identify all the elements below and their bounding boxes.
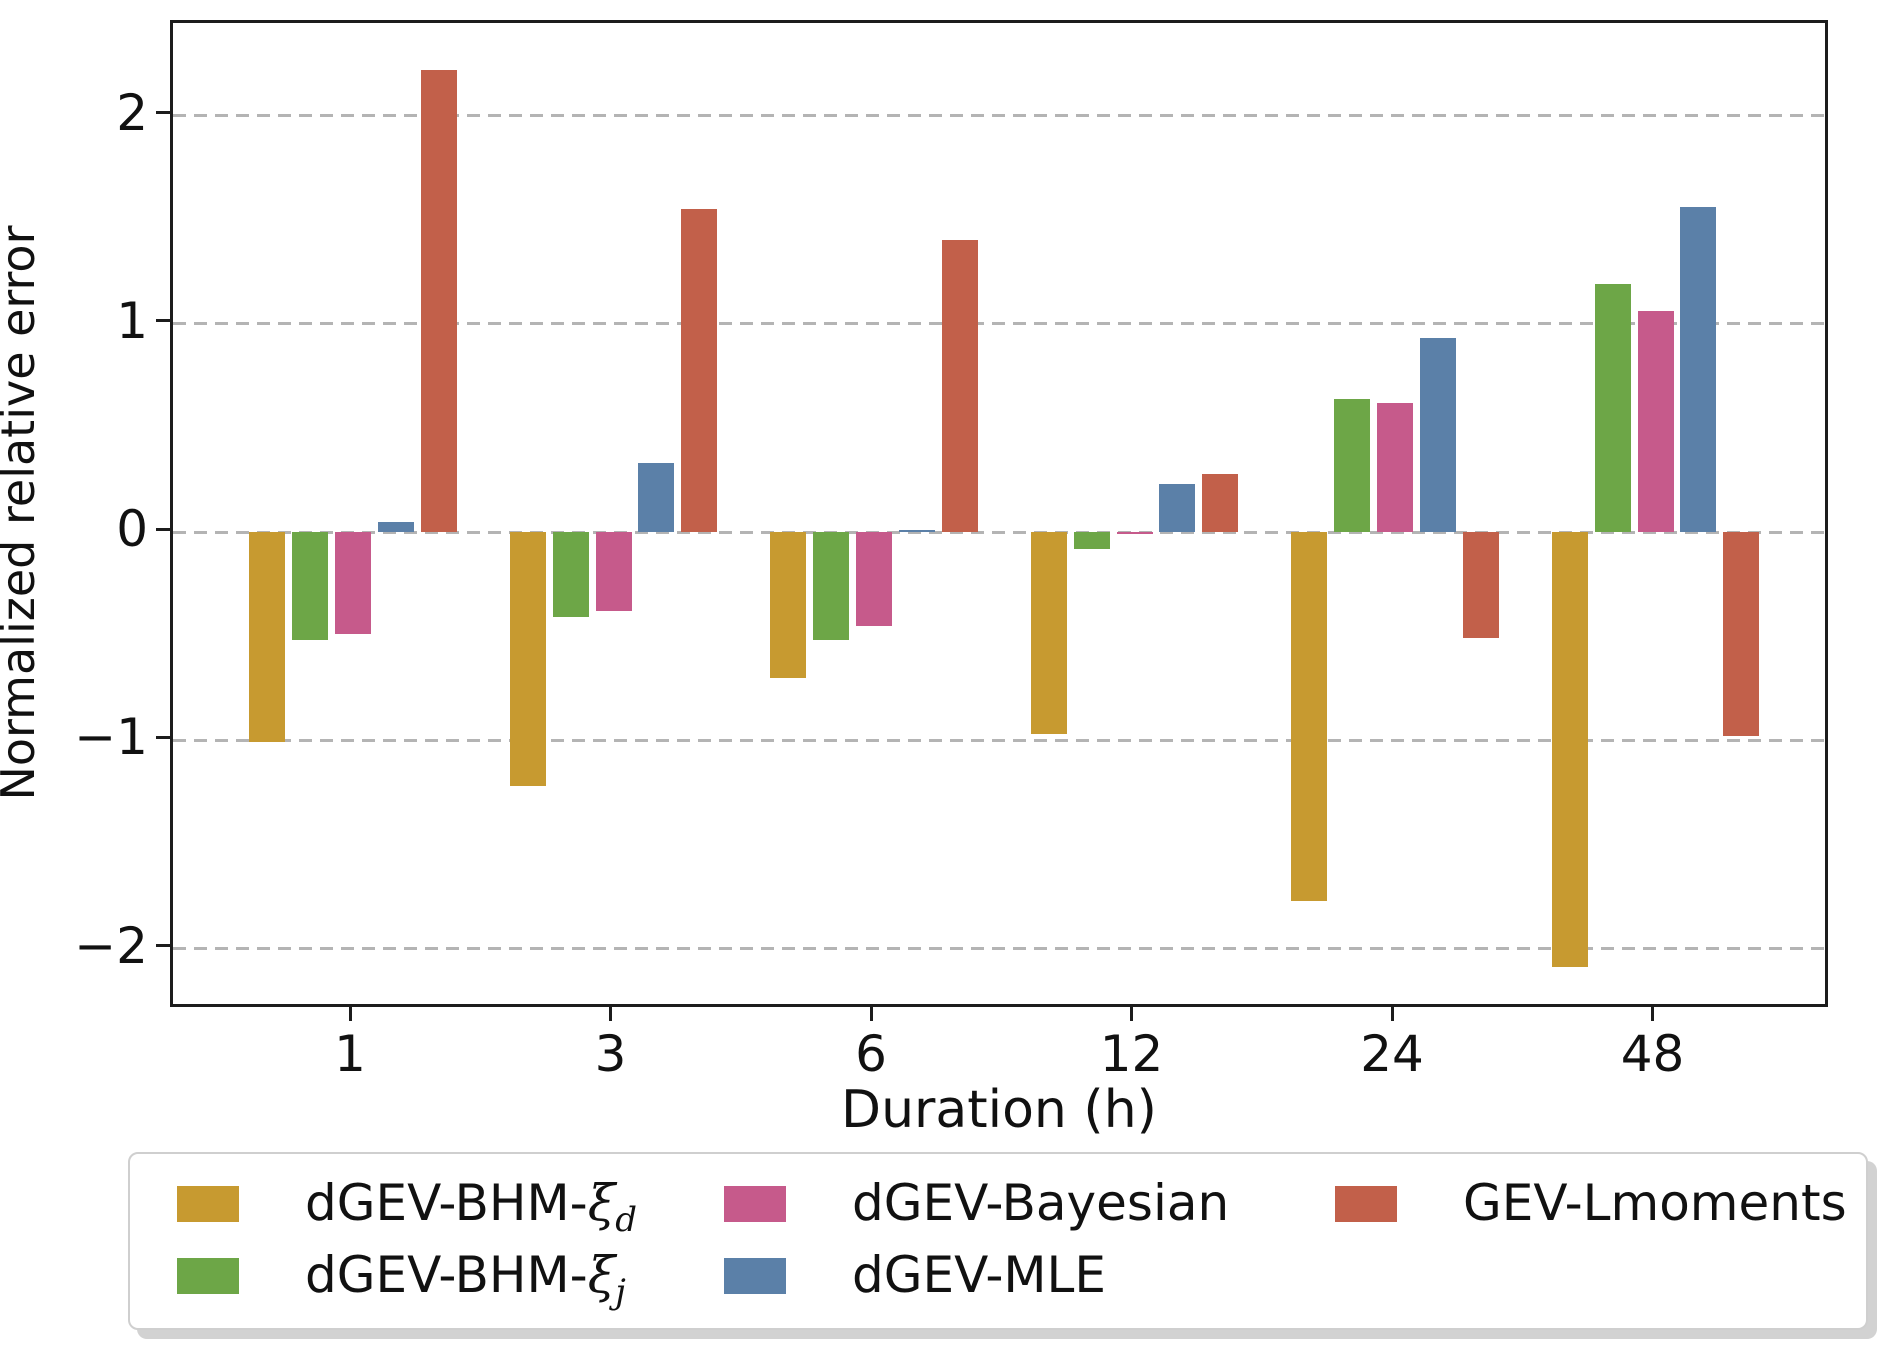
plot-area bbox=[170, 20, 1828, 1007]
gridline-y-0 bbox=[173, 530, 1825, 534]
bar-dGEV-BHM-ξd-duration-6 bbox=[770, 532, 807, 678]
x-axis-tick bbox=[1390, 1007, 1394, 1021]
bar-GEV-Lmoments-duration-12 bbox=[1202, 473, 1239, 532]
bar-dGEV-BHM-ξd-duration-12 bbox=[1030, 532, 1067, 734]
bar-dGEV-BHM-ξd-duration-24 bbox=[1291, 532, 1328, 901]
legend-label: dGEV-MLE bbox=[852, 1245, 1106, 1304]
bar-dGEV-MLE-duration-1 bbox=[377, 521, 414, 532]
bar-dGEV-BHM-ξj-duration-3 bbox=[552, 532, 589, 618]
bar-dGEV-BHM-ξd-duration-3 bbox=[509, 532, 546, 787]
bar-dGEV-Bayesian-duration-1 bbox=[335, 532, 371, 635]
y-tick-label: 2 bbox=[116, 83, 148, 142]
bar-dGEV-BHM-ξj-duration-1 bbox=[292, 532, 329, 641]
y-tick-label: 1 bbox=[116, 291, 148, 350]
y-axis-tick bbox=[156, 944, 170, 947]
gridline-y-−1 bbox=[173, 738, 1825, 742]
y-axis-tick bbox=[156, 527, 170, 531]
bar-dGEV-BHM-ξd-duration-48 bbox=[1551, 532, 1588, 968]
y-axis-tick bbox=[156, 319, 170, 323]
bar-dGEV-BHM-ξj-duration-12 bbox=[1073, 532, 1110, 549]
x-axis-tick bbox=[1651, 1007, 1654, 1021]
bar-GEV-Lmoments-duration-48 bbox=[1723, 532, 1760, 737]
y-tick-label: 0 bbox=[116, 500, 148, 558]
x-tick-label: 24 bbox=[1360, 1025, 1424, 1083]
y-axis-tick bbox=[156, 111, 170, 114]
x-axis-label: Duration (h) bbox=[841, 1080, 1157, 1140]
bar-dGEV-BHM-ξd-duration-1 bbox=[249, 532, 286, 743]
legend-swatch-dGEV-MLE bbox=[724, 1258, 786, 1294]
bar-GEV-Lmoments-duration-6 bbox=[941, 240, 978, 532]
legend-swatch-GEV-Lmoments bbox=[1335, 1186, 1397, 1222]
x-tick-label: 12 bbox=[1099, 1025, 1164, 1083]
x-tick-label: 1 bbox=[334, 1025, 366, 1083]
bar-dGEV-MLE-duration-12 bbox=[1159, 484, 1196, 532]
bar-dGEV-Bayesian-duration-3 bbox=[595, 532, 632, 612]
bar-dGEV-MLE-duration-48 bbox=[1680, 207, 1717, 532]
bar-GEV-Lmoments-duration-1 bbox=[420, 69, 457, 532]
bar-dGEV-Bayesian-duration-48 bbox=[1637, 311, 1674, 532]
legend-label: GEV-Lmoments bbox=[1463, 1173, 1847, 1232]
bar-dGEV-MLE-duration-24 bbox=[1419, 338, 1456, 532]
bar-dGEV-BHM-ξj-duration-24 bbox=[1334, 398, 1371, 532]
legend-swatch-dGEV-BHM-ξd bbox=[177, 1186, 239, 1222]
y-tick-label: −2 bbox=[74, 916, 148, 975]
x-axis-tick bbox=[609, 1007, 612, 1021]
legend: dGEV-BHM-ξd dGEV-BHM-ξj dGEV-Bayesian dGEV-… bbox=[128, 1152, 1868, 1330]
bar-dGEV-MLE-duration-6 bbox=[898, 529, 935, 532]
x-axis-tick bbox=[869, 1007, 873, 1021]
bar-GEV-Lmoments-duration-24 bbox=[1462, 532, 1499, 639]
bar-dGEV-MLE-duration-3 bbox=[638, 463, 675, 532]
legend-swatch-dGEV-BHM-ξj bbox=[177, 1258, 239, 1294]
x-axis-tick bbox=[348, 1007, 352, 1021]
y-tick-label: −1 bbox=[74, 708, 148, 767]
x-tick-label: 3 bbox=[594, 1025, 627, 1083]
y-axis-tick bbox=[156, 735, 170, 739]
bar-dGEV-Bayesian-duration-24 bbox=[1377, 402, 1413, 532]
legend-label: dGEV-BHM-ξj bbox=[305, 1245, 626, 1312]
bar-GEV-Lmoments-duration-3 bbox=[681, 209, 718, 532]
legend-label: dGEV-Bayesian bbox=[852, 1173, 1230, 1232]
legend-label: dGEV-BHM-ξd bbox=[305, 1173, 638, 1240]
x-axis-tick bbox=[1130, 1007, 1133, 1021]
bar-dGEV-Bayesian-duration-12 bbox=[1116, 532, 1153, 535]
gridline-y-−2 bbox=[173, 947, 1825, 950]
x-tick-label: 48 bbox=[1620, 1025, 1685, 1083]
gridline-y-1 bbox=[173, 322, 1825, 326]
bar-dGEV-BHM-ξj-duration-48 bbox=[1594, 284, 1631, 532]
legend-swatch-dGEV-Bayesian bbox=[724, 1186, 786, 1222]
x-tick-label: 6 bbox=[855, 1025, 887, 1083]
bar-dGEV-BHM-ξj-duration-6 bbox=[813, 532, 850, 641]
bar-dGEV-Bayesian-duration-6 bbox=[856, 532, 892, 626]
gridline-y-2 bbox=[173, 114, 1825, 117]
